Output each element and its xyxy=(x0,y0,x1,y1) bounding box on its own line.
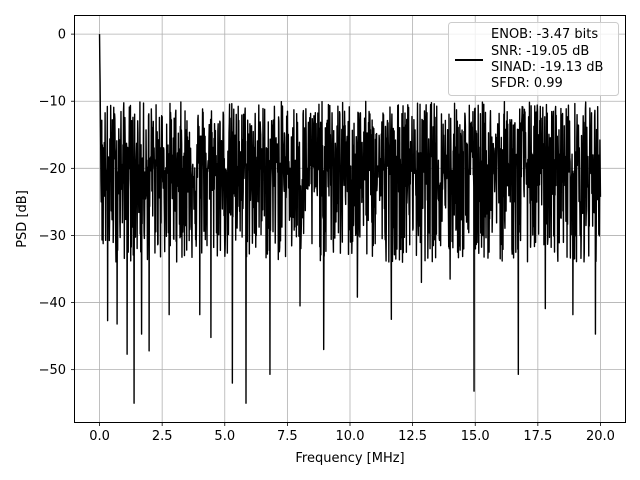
y-tick-label: −20 xyxy=(39,162,66,177)
x-axis: 0.0 2.5 5.0 7.5 10.0 12.5 15.0 17.5 20.0 xyxy=(89,422,615,444)
x-tick-label: 12.5 xyxy=(398,429,427,444)
y-tick-label: −30 xyxy=(39,229,66,244)
x-tick-label: 17.5 xyxy=(523,429,552,444)
legend-box xyxy=(448,22,619,96)
legend-entry-enob: ENOB: -3.47 bits xyxy=(491,27,598,42)
x-tick-label: 15.0 xyxy=(461,429,490,444)
y-tick-label: −40 xyxy=(39,296,66,311)
series-psd xyxy=(98,34,602,404)
y-tick-label: 0 xyxy=(58,28,66,43)
legend-entry-sinad: SINAD: -19.13 dB xyxy=(491,60,603,75)
x-tick-label: 20.0 xyxy=(586,429,615,444)
y-tick-label: −50 xyxy=(39,363,66,378)
legend-entry-snr: SNR: -19.05 dB xyxy=(491,44,589,59)
y-tick-label: −10 xyxy=(39,95,66,110)
x-axis-label: Frequency [MHz] xyxy=(295,451,404,466)
legend-entry-sfdr: SFDR: 0.99 xyxy=(491,76,563,91)
y-axis: 0 −10 −20 −30 −40 −50 xyxy=(39,28,75,378)
legend: ENOB: -3.47 bits SNR: -19.05 dB SINAD: -… xyxy=(448,22,619,96)
x-tick-label: 0.0 xyxy=(89,429,110,444)
x-tick-label: 5.0 xyxy=(214,429,235,444)
y-axis-label: PSD [dB] xyxy=(15,190,30,248)
x-tick-label: 7.5 xyxy=(277,429,298,444)
x-tick-label: 10.0 xyxy=(336,429,365,444)
x-tick-label: 2.5 xyxy=(152,429,173,444)
psd-trace xyxy=(98,34,602,404)
